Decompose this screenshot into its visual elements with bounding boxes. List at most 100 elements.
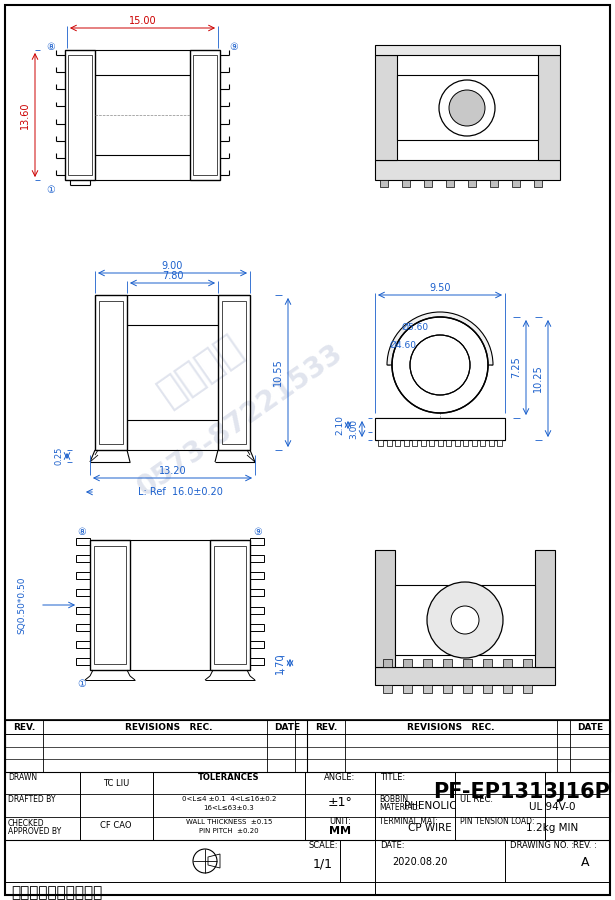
Text: 0.25: 0.25 (55, 446, 63, 465)
Bar (250, 641, 264, 648)
Bar (383, 685, 392, 693)
Bar (99, 301, 123, 444)
Bar (250, 538, 264, 545)
Text: TC LIU: TC LIU (103, 779, 129, 788)
Bar (403, 440, 408, 446)
Text: ±1°: ±1° (328, 796, 352, 808)
Bar (490, 180, 498, 187)
Bar (512, 180, 520, 187)
Polygon shape (375, 667, 555, 685)
Bar (76, 607, 90, 614)
Text: REVISIONS   REC.: REVISIONS REC. (125, 724, 213, 733)
Polygon shape (397, 75, 538, 140)
Bar (76, 641, 90, 648)
Text: 海宁捕晖电子有限公司: 海宁捕晖电子有限公司 (11, 886, 102, 900)
Bar (463, 685, 472, 693)
Text: 10.25: 10.25 (533, 364, 543, 392)
Bar (483, 659, 492, 667)
Text: DATE: DATE (577, 724, 603, 733)
Polygon shape (535, 550, 555, 667)
Text: ⑨: ⑨ (253, 527, 263, 537)
Text: UL 94V-0: UL 94V-0 (529, 802, 575, 812)
Bar (250, 607, 264, 614)
Text: 海宁捕晖: 海宁捕晖 (151, 328, 249, 412)
Text: 0<L≤4 ±0.1  4<L≤16±0.2: 0<L≤4 ±0.1 4<L≤16±0.2 (182, 796, 276, 802)
Text: 1/1: 1/1 (313, 858, 333, 870)
Bar (446, 180, 454, 187)
Text: 3.00: 3.00 (349, 418, 359, 439)
Text: ①: ① (77, 679, 86, 689)
Text: ⑧: ⑧ (47, 42, 55, 52)
Bar (76, 572, 90, 580)
Text: ①: ① (47, 185, 55, 195)
Text: PF-EP1313J16P: PF-EP1313J16P (434, 782, 611, 802)
Text: REV. :: REV. : (573, 842, 597, 850)
Polygon shape (395, 585, 535, 655)
Text: ⑧: ⑧ (77, 527, 86, 537)
Text: DRAFTED BY: DRAFTED BY (8, 796, 55, 805)
Text: CP WIRE: CP WIRE (408, 823, 452, 833)
Bar (386, 440, 392, 446)
Bar (483, 685, 492, 693)
Bar (412, 440, 417, 446)
Bar (250, 658, 264, 665)
Text: 7.25: 7.25 (511, 356, 521, 378)
Text: DATE: DATE (274, 724, 300, 733)
Text: L: Ref  16.0±0.20: L: Ref 16.0±0.20 (138, 487, 223, 497)
Text: 2.10: 2.10 (336, 415, 344, 435)
Text: MM: MM (329, 826, 351, 836)
Text: 9.50: 9.50 (429, 283, 451, 293)
Polygon shape (538, 55, 560, 160)
Text: 15.00: 15.00 (129, 16, 156, 26)
Text: Ø5.60: Ø5.60 (402, 322, 429, 331)
Wedge shape (387, 312, 493, 365)
Text: SCALE:: SCALE: (308, 842, 338, 850)
Text: CHECKED: CHECKED (8, 818, 45, 827)
Bar (193, 55, 217, 175)
Text: Ø4.60: Ø4.60 (390, 340, 417, 349)
Text: 16<L≤63±0.3: 16<L≤63±0.3 (204, 805, 255, 811)
Bar (421, 440, 426, 446)
Bar (5, 720, 610, 895)
Text: REV.: REV. (13, 724, 35, 733)
Bar (503, 685, 512, 693)
Text: CF CAO: CF CAO (100, 822, 132, 831)
Text: ⑨: ⑨ (229, 42, 239, 52)
Bar (503, 659, 512, 667)
Bar (423, 659, 432, 667)
Bar (250, 572, 264, 580)
Bar (463, 440, 468, 446)
Text: 10.55: 10.55 (273, 358, 283, 386)
Text: PHENOLIC: PHENOLIC (403, 801, 456, 811)
Polygon shape (375, 45, 560, 55)
Bar (378, 440, 383, 446)
Bar (68, 55, 92, 175)
Bar (443, 685, 452, 693)
Bar (395, 440, 400, 446)
Bar (218, 295, 250, 450)
Bar (76, 555, 90, 562)
Bar (429, 440, 434, 446)
Text: DRAWING NO. :: DRAWING NO. : (510, 842, 574, 850)
Text: 0573-87221533: 0573-87221533 (132, 338, 348, 501)
Bar (472, 440, 477, 446)
Text: UNIT:: UNIT: (329, 817, 351, 826)
Bar (443, 659, 452, 667)
Text: REVISIONS   REC.: REVISIONS REC. (407, 724, 494, 733)
Text: TITLE:: TITLE: (380, 772, 405, 781)
Bar (403, 685, 412, 693)
Text: 9.00: 9.00 (162, 261, 183, 271)
Text: 13.60: 13.60 (20, 102, 30, 129)
Polygon shape (375, 550, 395, 667)
Bar (480, 440, 485, 446)
Bar (423, 685, 432, 693)
Bar (468, 180, 476, 187)
Text: PIN TENSION LOAD:: PIN TENSION LOAD: (460, 817, 534, 826)
Circle shape (410, 335, 470, 395)
Text: TERMINAL MAT:: TERMINAL MAT: (379, 817, 438, 826)
Text: 7.80: 7.80 (162, 271, 183, 281)
Bar (497, 440, 502, 446)
Bar (523, 659, 532, 667)
Bar (463, 659, 472, 667)
Text: SQ0.50*0.50: SQ0.50*0.50 (17, 576, 26, 634)
